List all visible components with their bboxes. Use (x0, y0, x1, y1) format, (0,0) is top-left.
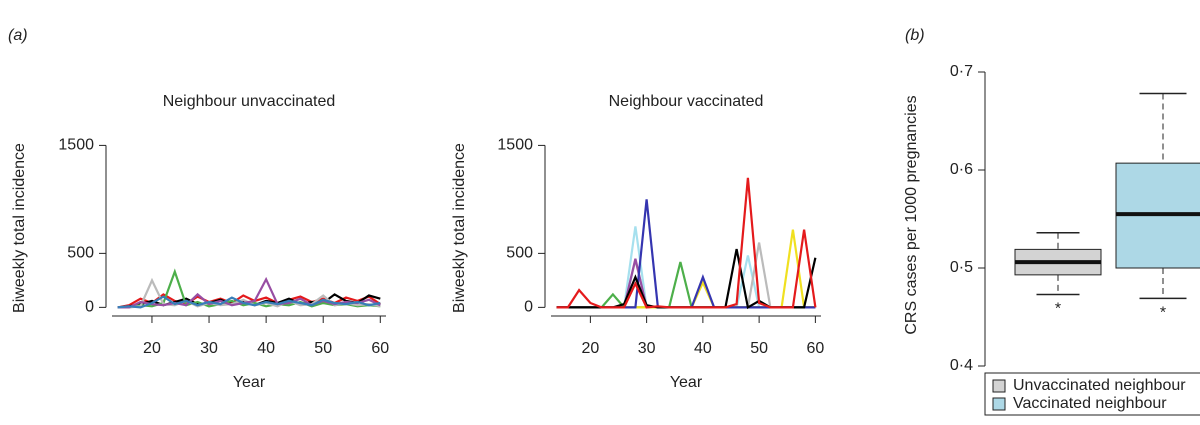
y-tick-label: 0·4 (950, 357, 973, 374)
legend-label: Vaccinated neighbour (1013, 395, 1167, 412)
x-tick-label: 40 (257, 340, 275, 357)
x-tick-label: 50 (750, 340, 768, 357)
x-tick-label: 30 (200, 340, 218, 357)
y-tick-label: 0·6 (950, 161, 973, 178)
panel-label: (b) (905, 27, 925, 44)
y-tick-label: 0 (524, 299, 533, 316)
y-tick-label: 500 (67, 245, 94, 262)
x-tick-label: 40 (694, 340, 712, 357)
outlier: * (1055, 300, 1061, 317)
x-axis-label: Year (233, 374, 266, 391)
y-tick-label: 0·5 (950, 259, 973, 276)
x-tick-label: 50 (314, 340, 332, 357)
y-axis-label: CRS cases per 1000 pregnancies (903, 95, 920, 334)
chart-title: Neighbour vaccinated (609, 93, 764, 110)
series-line (556, 177, 817, 309)
x-tick-label: 20 (143, 340, 161, 357)
legend-swatch (992, 379, 1006, 393)
y-axis-label: Biweekly total incidence (11, 143, 28, 313)
x-tick-label: 20 (581, 340, 599, 357)
legend-swatch (992, 397, 1006, 411)
y-tick-label: 1500 (58, 137, 94, 154)
series-line (117, 295, 381, 309)
y-tick-label: 1500 (497, 137, 533, 154)
x-axis-label: Year (670, 374, 703, 391)
outlier: * (1160, 304, 1166, 321)
series-line (556, 199, 816, 309)
x-tick-label: 60 (371, 340, 389, 357)
panel-label: (a) (8, 27, 28, 44)
y-tick-label: 0·7 (950, 63, 973, 80)
x-tick-label: 30 (638, 340, 656, 357)
legend-box (984, 372, 1200, 416)
series-line (556, 226, 816, 309)
chart-title: Neighbour unvaccinated (163, 93, 336, 110)
series-line (556, 261, 816, 309)
series-line (556, 242, 816, 309)
y-tick-label: 0 (85, 299, 94, 316)
y-axis-label: Biweekly total incidence (451, 143, 468, 313)
x-tick-label: 60 (806, 340, 824, 357)
series-line (556, 229, 816, 309)
y-tick-label: 500 (506, 245, 533, 262)
legend-label: Unvaccinated neighbour (1013, 377, 1186, 394)
series-line (556, 248, 817, 310)
